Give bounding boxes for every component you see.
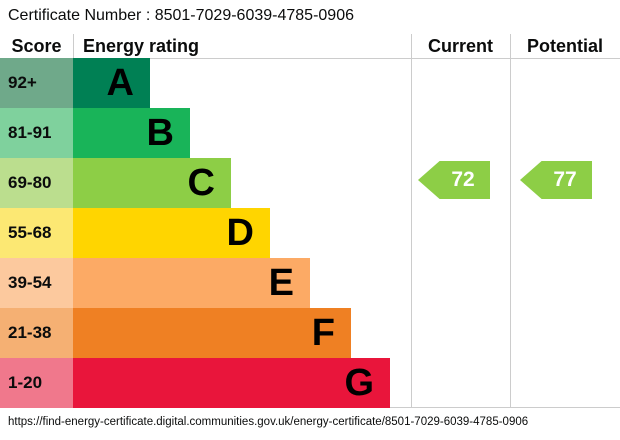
rating-band-row-f: 21-38 F — [0, 308, 351, 358]
band-bar-d: D — [73, 208, 270, 258]
band-bar-a: A — [73, 58, 150, 108]
rating-band-row-c: 69-80 C — [0, 158, 231, 208]
band-score-range-g: 1-20 — [0, 358, 73, 408]
rating-band-row-e: 39-54 E — [0, 258, 310, 308]
rating-band-row-a: 92+ A — [0, 58, 150, 108]
current-column-divider — [411, 34, 412, 408]
band-bar-g: G — [73, 358, 390, 408]
band-score-range-d: 55-68 — [0, 208, 73, 258]
rating-band-row-b: 81-91 B — [0, 108, 190, 158]
band-score-range-a: 92+ — [0, 58, 73, 108]
certificate-number-title: Certificate Number : 8501-7029-6039-4785… — [8, 7, 354, 24]
band-bar-b: B — [73, 108, 190, 158]
potential-column-divider — [510, 34, 511, 408]
rating-band-row-d: 55-68 D — [0, 208, 270, 258]
column-header-current: Current — [427, 36, 493, 56]
current-rating-arrow: 72 — [418, 161, 490, 199]
header-divider-line — [0, 58, 620, 59]
potential-rating-value: 77 — [553, 168, 577, 191]
column-header-potential: Potential — [526, 36, 603, 56]
column-header-energy-rating: Energy rating — [83, 36, 200, 56]
band-bar-e: E — [73, 258, 310, 308]
band-score-range-e: 39-54 — [0, 258, 73, 308]
current-rating-value: 72 — [451, 168, 475, 191]
band-score-range-b: 81-91 — [0, 108, 73, 158]
band-bar-f: F — [73, 308, 351, 358]
rating-band-row-g: 1-20 G — [0, 358, 390, 408]
column-header-score: Score — [11, 36, 62, 56]
potential-rating-arrow: 77 — [520, 161, 592, 199]
band-bar-c: C — [73, 158, 231, 208]
band-score-range-f: 21-38 — [0, 308, 73, 358]
certificate-url: https://find-energy-certificate.digital.… — [8, 416, 529, 428]
band-score-range-c: 69-80 — [0, 158, 73, 208]
score-column-divider — [73, 34, 74, 58]
